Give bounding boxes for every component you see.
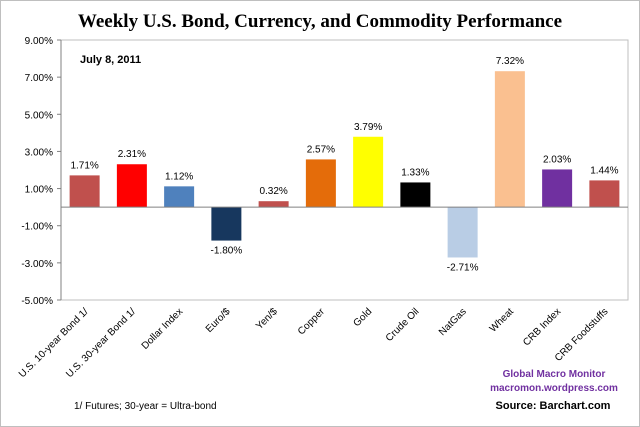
footnote: 1/ Futures; 30-year = Ultra-bond: [74, 401, 217, 412]
bar: [400, 182, 431, 208]
y-tick-label: 5.00%: [25, 110, 53, 121]
category-label: CRB Index: [521, 306, 563, 348]
category-label: NatGas: [437, 306, 469, 338]
data-label: 1.44%: [590, 165, 618, 176]
data-label: 1.33%: [401, 167, 429, 178]
bar: [494, 71, 525, 208]
y-tick-label: -3.00%: [21, 259, 53, 270]
data-label: 2.03%: [543, 154, 571, 165]
bar: [353, 136, 384, 208]
data-labels: 1.71% 2.31% 1.12% -1.80% 0.32% 2.57% 3.79% 1.33…: [70, 56, 618, 273]
bar: [589, 180, 620, 208]
category-label: Dollar Index: [140, 306, 186, 352]
chart-title: Weekly U.S. Bond, Currency, and Commodit…: [78, 11, 562, 32]
credit-line-2: macromon.wordpress.com: [490, 383, 618, 394]
y-tick-label: -5.00%: [21, 296, 53, 307]
data-label: 2.31%: [118, 149, 146, 160]
category-label: Yen/$: [254, 306, 280, 332]
category-label: Gold: [352, 306, 375, 329]
data-label: 2.57%: [307, 144, 335, 155]
category-label: Crude Oil: [384, 306, 422, 344]
data-label: 1.12%: [165, 171, 193, 182]
bar: [211, 207, 242, 241]
data-label: 3.79%: [354, 122, 382, 133]
bar: [542, 169, 573, 208]
bar: [69, 175, 100, 208]
data-label: 7.32%: [496, 56, 524, 67]
bar: [258, 201, 289, 208]
data-label: -1.80%: [211, 246, 243, 257]
source-label: Source: Barchart.com: [496, 400, 611, 412]
y-tick-label: 7.00%: [25, 73, 53, 84]
bar: [116, 164, 147, 208]
category-label: Wheat: [488, 306, 516, 334]
y-axis-ticks: -5.00% -3.00% -1.00% 1.00% 3.00% 5.00% 7.00% 9.…: [21, 36, 61, 307]
bars-group: [69, 71, 620, 258]
category-label: Copper: [296, 306, 327, 337]
data-label: 0.32%: [259, 186, 287, 197]
bar: [305, 159, 336, 208]
chart-date: July 8, 2011: [80, 54, 141, 66]
credit-line-1: Global Macro Monitor: [503, 369, 606, 380]
y-tick-label: -1.00%: [21, 222, 53, 233]
data-label: -2.71%: [447, 262, 479, 273]
bar: [447, 207, 478, 258]
y-tick-label: 1.00%: [25, 185, 53, 196]
y-tick-label: 9.00%: [25, 36, 53, 47]
bar: [164, 186, 195, 208]
category-label: Euro/$: [204, 306, 233, 335]
y-tick-label: 3.00%: [25, 147, 53, 158]
data-label: 1.71%: [70, 160, 98, 171]
